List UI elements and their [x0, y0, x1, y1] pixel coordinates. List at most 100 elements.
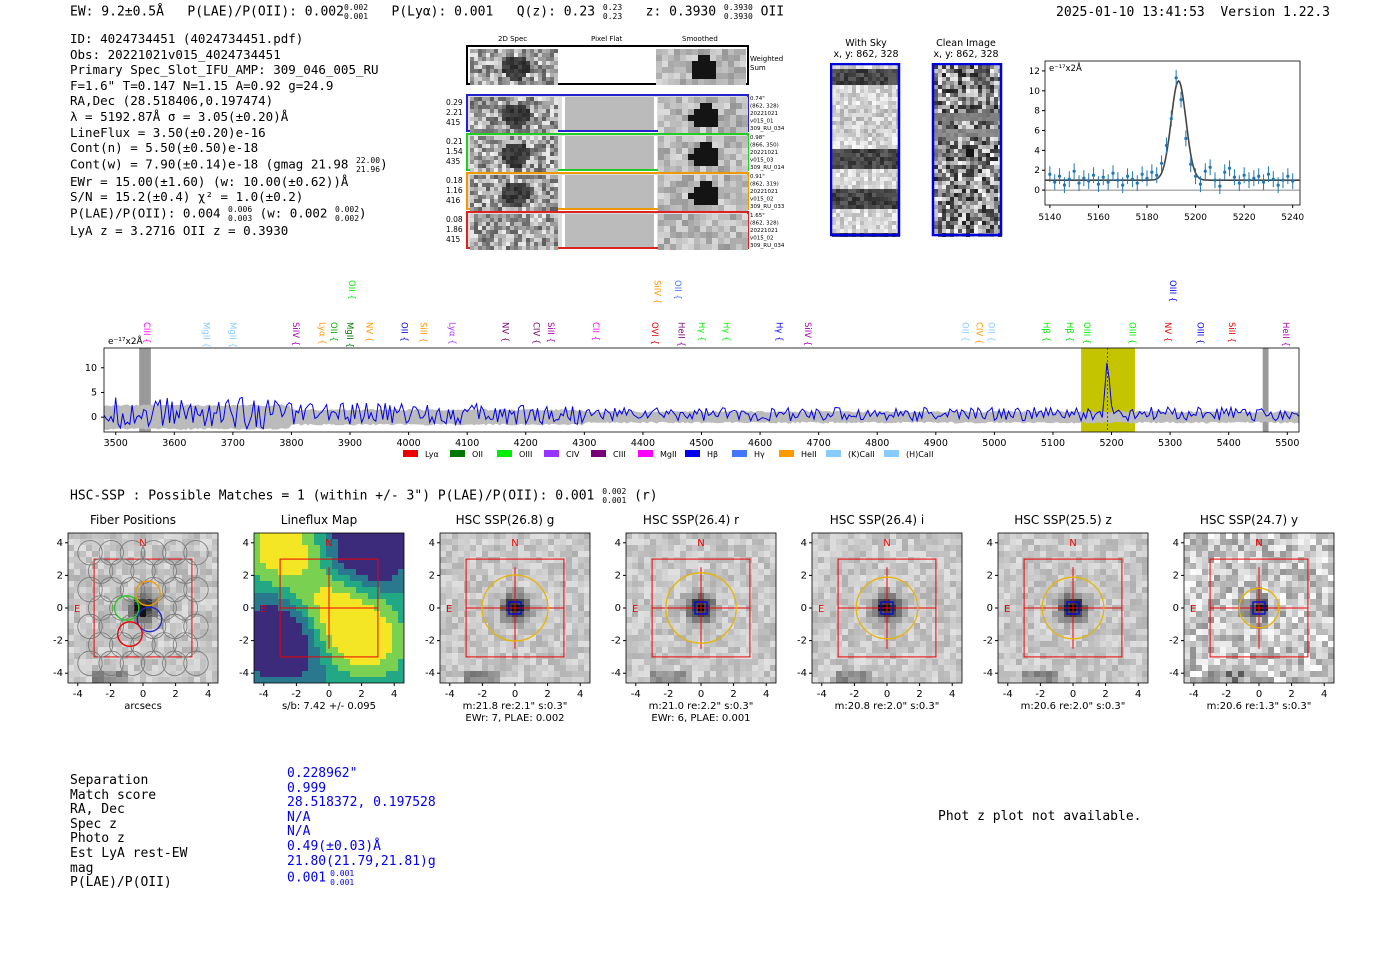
clean-pixel [934, 125, 938, 129]
clean-pixel [950, 165, 954, 169]
sky-pixel [852, 129, 856, 133]
cutout-pixel [722, 61, 728, 67]
sky-pixel [880, 205, 884, 209]
image-pixel [518, 587, 524, 593]
sky-pixel [856, 161, 860, 165]
clean-pixel [946, 101, 950, 105]
zoom-data-point [1116, 178, 1120, 182]
image-pixel [356, 587, 362, 593]
cutout-pixel [724, 214, 730, 220]
cutout-pixel [510, 69, 514, 73]
cutout-pixel [482, 234, 486, 238]
cutout-pixel [730, 220, 736, 226]
image-pixel [278, 599, 284, 605]
image-pixel [182, 587, 188, 593]
image-pixel [344, 581, 350, 587]
sky-pixel [840, 137, 844, 141]
cutout-pixel [712, 136, 718, 142]
cutout-pixel [526, 81, 530, 85]
clean-pixel [962, 209, 966, 213]
cutout-row-meta: 0.91" [750, 174, 765, 180]
cutout-pixel [478, 97, 482, 101]
clean-pixel [994, 89, 998, 93]
image-pixel [578, 581, 584, 587]
image-pixel [104, 593, 110, 599]
clean-pixel [986, 161, 990, 165]
image-pixel [338, 581, 344, 587]
sky-pixel [836, 181, 840, 185]
image-pixel [254, 569, 260, 575]
image-pixel [146, 623, 152, 629]
cutout-pixel [470, 113, 474, 117]
panel-ytick-label: 4 [243, 538, 249, 549]
cutout-pixel [712, 175, 718, 181]
cutout-pixel [486, 179, 490, 183]
image-pixel [386, 533, 392, 539]
cutout-pixel [724, 109, 730, 115]
clean-pixel [982, 89, 986, 93]
image-pixel [458, 587, 464, 593]
panel-xtick-label: -4 [73, 689, 83, 700]
image-pixel [128, 575, 134, 581]
image-pixel [92, 671, 98, 677]
cutout-pixel [550, 207, 554, 211]
clean-pixel [946, 117, 950, 121]
cutout-pixel [658, 220, 664, 226]
cutout-pixel [478, 222, 482, 226]
zoom-data-point [1111, 171, 1115, 175]
cutout-pixel [526, 234, 530, 238]
clean-pixel [950, 69, 954, 73]
cutout-pixel [706, 154, 712, 160]
image-pixel [332, 659, 338, 665]
cutout-pixel [538, 61, 542, 65]
image-pixel [290, 587, 296, 593]
detection-info: ID: 4024734451 (4024734451.pdf) Obs: 202… [70, 31, 388, 239]
image-pixel [140, 611, 146, 617]
cutout-pixel [736, 244, 742, 250]
image-pixel [494, 593, 500, 599]
sky-pixel [840, 85, 844, 89]
image-pixel [362, 629, 368, 635]
clean-pixel [978, 217, 982, 221]
image-pixel [272, 617, 278, 623]
clean-pixel [962, 229, 966, 233]
cutout-row-stat: 415 [446, 118, 461, 127]
image-pixel [374, 665, 380, 671]
cutout-pixel [474, 234, 478, 238]
clean-pixel [942, 117, 946, 121]
cutout-pixel [728, 55, 734, 61]
clean-pixel [966, 225, 970, 229]
clean-pixel [986, 213, 990, 217]
image-pixel [518, 533, 524, 539]
image-pixel [290, 653, 296, 659]
cutout-pixel [718, 220, 724, 226]
zoom-data-point [1155, 173, 1159, 177]
sky-pixel [836, 185, 840, 189]
cutout-pixel [534, 214, 538, 218]
image-pixel [68, 563, 74, 569]
cutout-pixel [550, 129, 554, 133]
image-pixel [278, 569, 284, 575]
cutout-pixel [486, 230, 490, 234]
imaging-panel: Fiber Positions N E -4 -4 -2 -2 0 0 2 2 4 4 arcsecs [40, 510, 226, 725]
image-pixel [122, 557, 128, 563]
cutout-pixel [530, 49, 534, 53]
cutout-pixel [498, 125, 502, 129]
sky-pixel [864, 181, 868, 185]
clean-pixel [978, 101, 982, 105]
sky-pixel [832, 149, 836, 153]
clean-pixel [966, 93, 970, 97]
sky-pixel [864, 141, 868, 145]
image-pixel [86, 539, 92, 545]
weighted-2d [470, 49, 558, 85]
cutout-pixel [682, 127, 688, 133]
cutout-pixel [502, 222, 506, 226]
image-pixel [158, 605, 164, 611]
image-pixel [302, 563, 308, 569]
image-pixel [290, 659, 296, 665]
cutout-pixel [538, 222, 542, 226]
cutout-pixel [494, 246, 498, 250]
sky-pixel [864, 85, 868, 89]
clean-pixel [974, 169, 978, 173]
image-pixel [584, 569, 590, 575]
